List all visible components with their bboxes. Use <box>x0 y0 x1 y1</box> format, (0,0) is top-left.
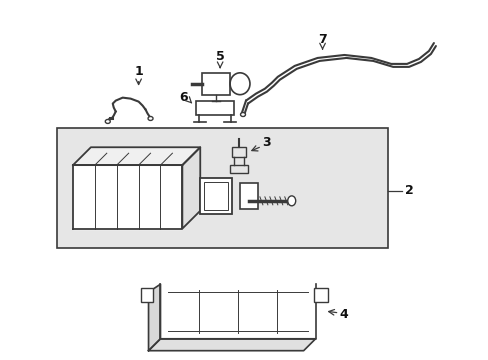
Bar <box>141 288 152 302</box>
Bar <box>196 100 234 114</box>
Bar <box>200 178 232 214</box>
Polygon shape <box>160 284 315 339</box>
Bar <box>240 183 257 209</box>
Bar <box>204 182 227 210</box>
Polygon shape <box>182 147 200 229</box>
Polygon shape <box>73 165 182 229</box>
Text: 2: 2 <box>404 184 413 197</box>
Bar <box>57 129 387 248</box>
Text: 4: 4 <box>339 309 347 321</box>
Bar <box>230 165 247 173</box>
Ellipse shape <box>287 196 295 206</box>
Polygon shape <box>148 339 315 351</box>
Bar <box>202 73 230 95</box>
Ellipse shape <box>148 117 153 121</box>
Ellipse shape <box>105 120 110 123</box>
Text: 7: 7 <box>318 33 326 46</box>
Ellipse shape <box>240 113 245 117</box>
Polygon shape <box>73 147 200 165</box>
Bar <box>313 288 327 302</box>
Text: 3: 3 <box>262 136 270 149</box>
Polygon shape <box>148 284 160 351</box>
Text: 1: 1 <box>134 66 142 78</box>
Text: 5: 5 <box>215 50 224 63</box>
Bar <box>232 147 245 157</box>
Text: 6: 6 <box>179 91 187 104</box>
